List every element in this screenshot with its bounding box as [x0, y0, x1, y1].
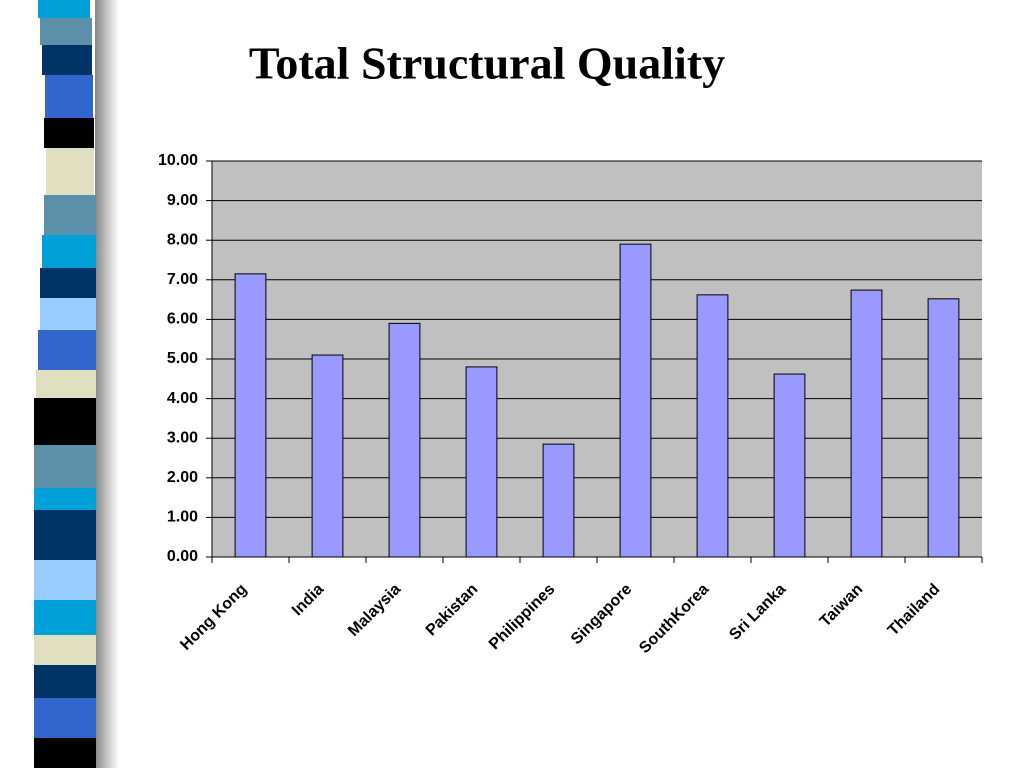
x-tick-label: Thailand	[885, 581, 944, 640]
bar	[619, 243, 652, 558]
bar	[234, 273, 267, 558]
x-tick-label: Hong Kong	[177, 581, 250, 654]
y-tick-label: 2.00	[167, 469, 198, 486]
x-tick-label: Singapore	[568, 581, 635, 648]
bar	[311, 354, 344, 558]
x-tick-label: India	[289, 581, 328, 620]
x-tick-label: Philippines	[486, 581, 558, 653]
decorative-strip	[0, 0, 119, 768]
y-tick-label: 8.00	[167, 231, 198, 248]
x-tick-label: Pakistan	[423, 581, 482, 640]
chart-title: Total Structural Quality	[249, 38, 725, 89]
y-tick-label: 0.00	[167, 548, 198, 565]
bar	[388, 322, 421, 558]
y-tick-label: 7.00	[167, 271, 198, 288]
x-tick-label: Malaysia	[345, 581, 404, 640]
y-tick-label: 3.00	[167, 429, 198, 446]
y-tick-label: 1.00	[167, 509, 198, 526]
y-tick-label: 6.00	[167, 311, 198, 328]
bar	[465, 366, 498, 558]
y-tick-label: 4.00	[167, 390, 198, 407]
y-tick-label: 10.00	[158, 152, 198, 169]
y-tick-label: 9.00	[167, 192, 198, 209]
x-tick-label: Taiwan	[817, 581, 867, 631]
bar	[696, 294, 729, 558]
x-tick-label: Sri Lanka	[726, 581, 789, 644]
bar	[542, 443, 575, 558]
y-tick-label: 5.00	[167, 350, 198, 367]
bar	[850, 289, 883, 558]
bar	[773, 373, 806, 558]
bar	[927, 298, 960, 558]
x-tick-label: SouthKorea	[636, 581, 712, 657]
